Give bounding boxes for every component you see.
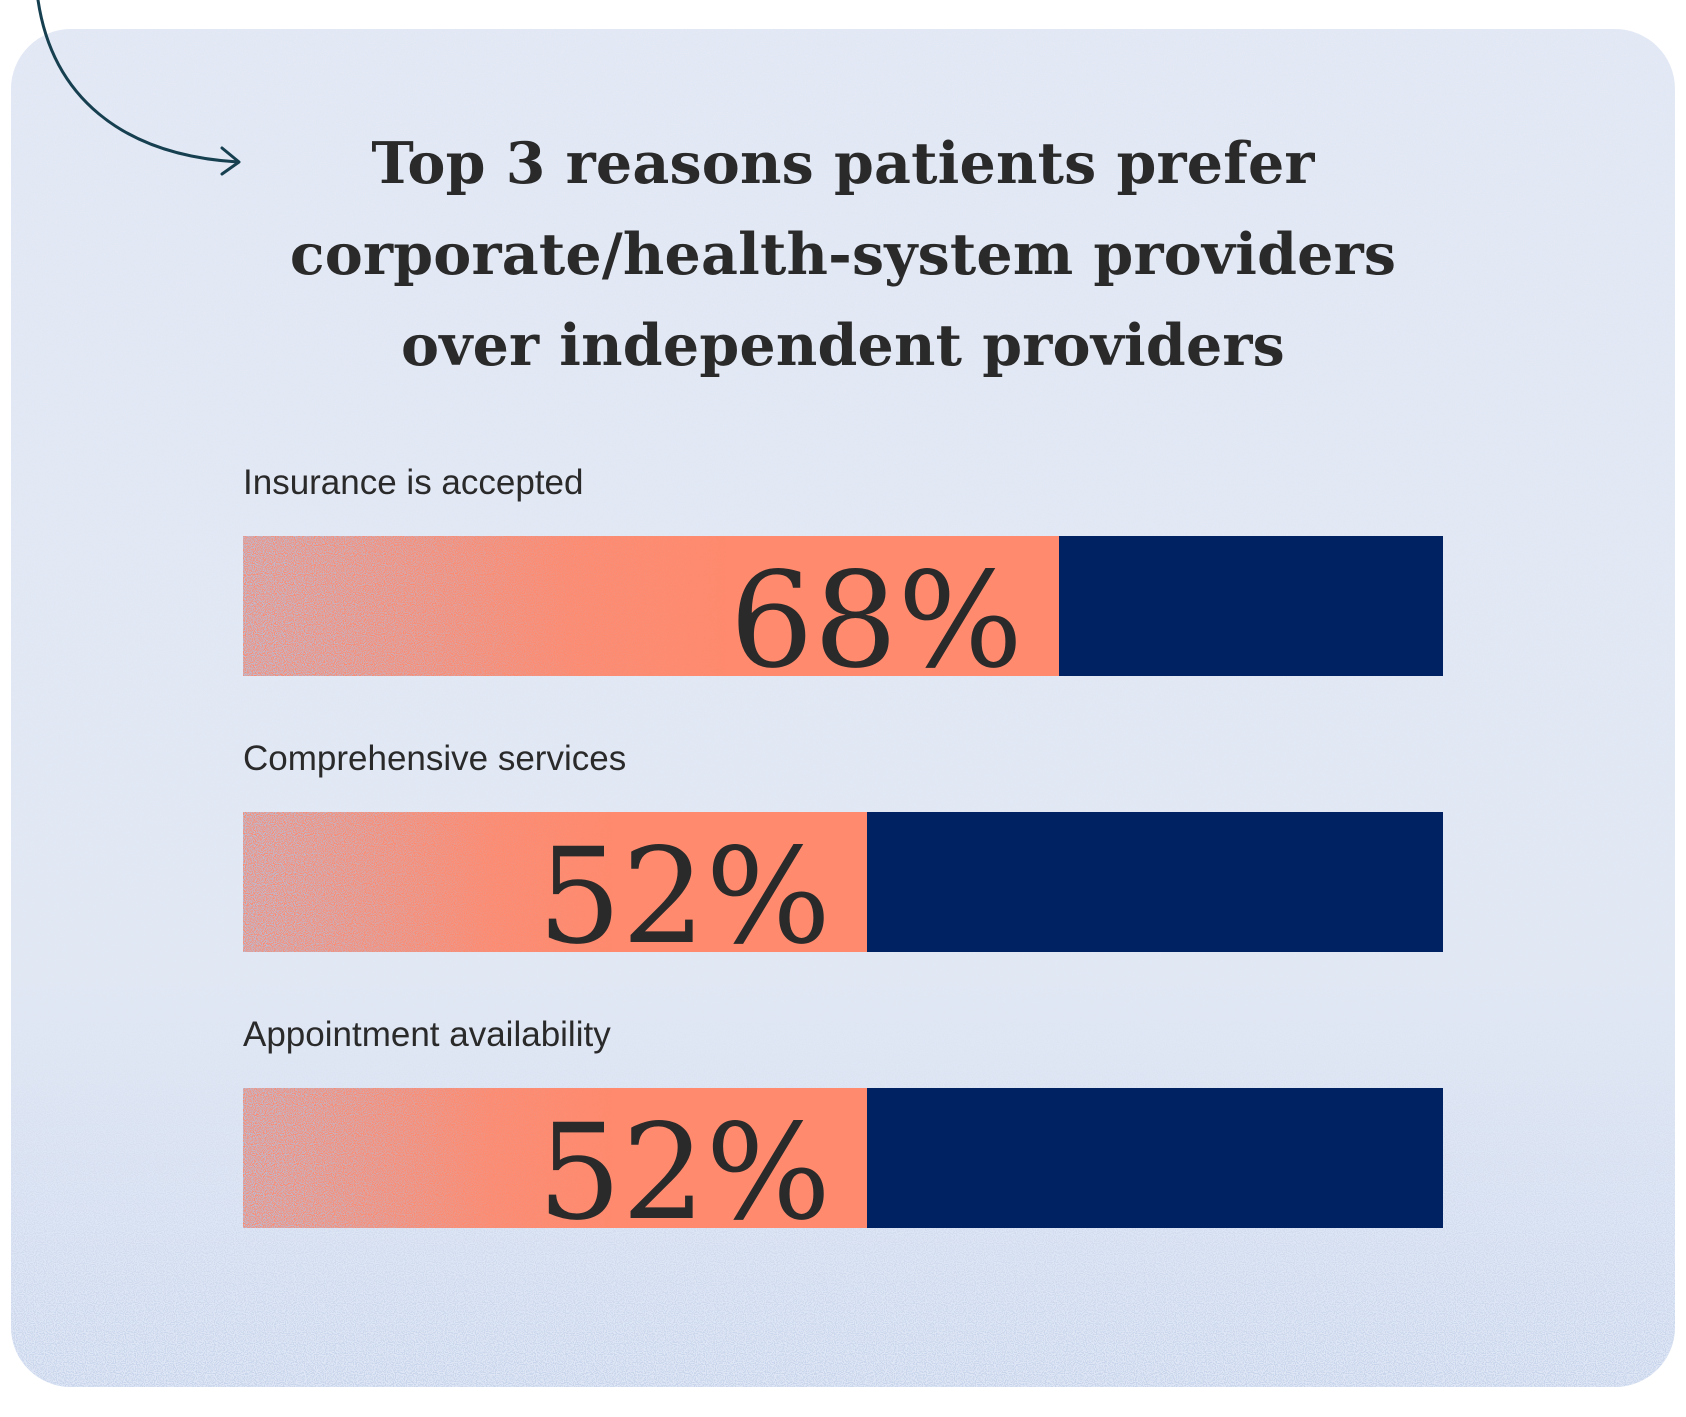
- value-label: 52%: [538, 1096, 831, 1250]
- title-line-3: over independent providers: [401, 312, 1285, 379]
- value-label: 68%: [730, 544, 1023, 698]
- category-label: Comprehensive services: [243, 739, 626, 778]
- category-label: Insurance is accepted: [243, 463, 583, 502]
- bar-grain: [243, 1088, 867, 1228]
- value-label: 52%: [538, 820, 831, 974]
- title-line-1: Top 3 reasons patients prefer: [371, 130, 1315, 197]
- chart-title: Top 3 reasons patients prefer corporate/…: [243, 118, 1443, 391]
- bar-grain: [243, 812, 867, 952]
- arrow-curve: [36, 0, 240, 164]
- arrow-head: [220, 146, 241, 176]
- category-label: Appointment availability: [243, 1015, 611, 1054]
- bar-grain: [243, 536, 1059, 676]
- title-line-2: corporate/health-system providers: [289, 221, 1397, 288]
